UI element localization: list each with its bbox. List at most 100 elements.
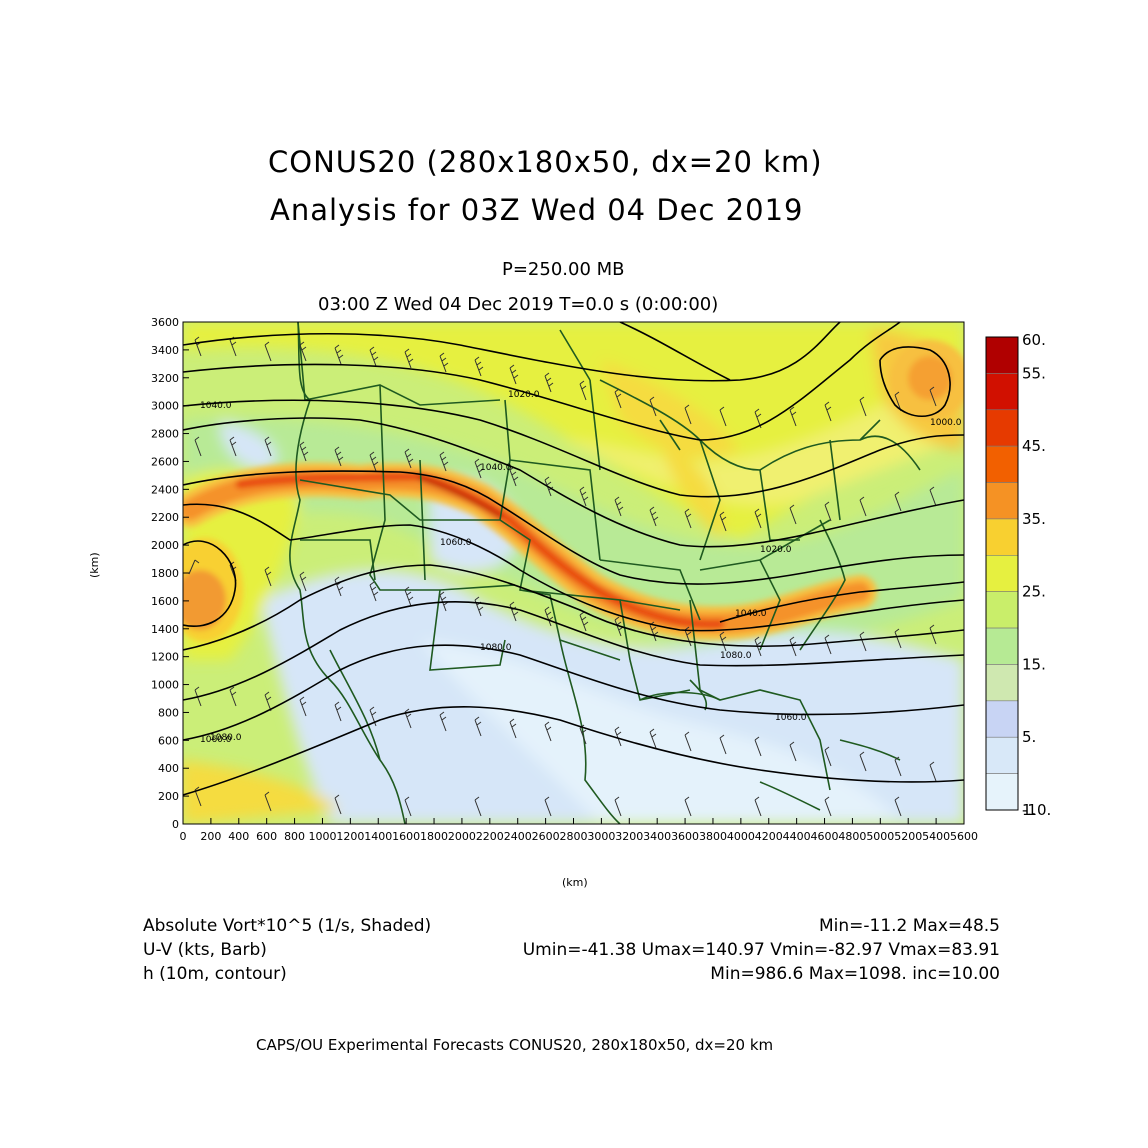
colorbar-box xyxy=(985,664,1019,702)
contour-label: 1040.0 xyxy=(735,609,767,619)
valid-time: 03:00 Z Wed 04 Dec 2019 T=0.0 s (0:00:00… xyxy=(318,294,719,315)
colorbar-labels: 60. 55. 45. 35. 25. 15. 5. 1.-10. xyxy=(1022,331,1051,819)
var2-name: U-V (kts, Barb) xyxy=(143,940,267,960)
x-tick-label: 1800 xyxy=(420,830,448,843)
colorbar-label: 55. xyxy=(1022,364,1046,382)
colorbar-box xyxy=(985,409,1019,447)
x-tick-label: 4200 xyxy=(755,830,783,843)
title-line-2: Analysis for 03Z Wed 04 Dec 2019 xyxy=(270,193,804,227)
x-tick-label: 800 xyxy=(284,830,305,843)
x-tick-label: 200 xyxy=(200,830,221,843)
x-tick-label: 600 xyxy=(256,830,277,843)
var3-stats: Min=986.6 Max=1098. inc=10.00 xyxy=(710,964,1000,984)
colorbar-boxes xyxy=(985,336,1019,811)
title-line-1: CONUS20 (280x180x50, dx=20 km) xyxy=(268,145,823,179)
contour-label: 1080.0 xyxy=(210,733,242,743)
colorbar-box xyxy=(985,627,1019,665)
contour-label: 1080.0 xyxy=(720,651,752,661)
colorbar-box xyxy=(985,518,1019,556)
colorbar-box xyxy=(985,736,1019,774)
x-tick-label: 1600 xyxy=(392,830,420,843)
colorbar-box xyxy=(985,773,1019,811)
x-tick-label: 1400 xyxy=(364,830,392,843)
colorbar-box xyxy=(985,373,1019,411)
y-tick-label: 1600 xyxy=(151,595,179,608)
contour-label: 1020.0 xyxy=(760,545,792,555)
var2-stats: Umin=-41.38 Umax=140.97 Vmin=-82.97 Vmax… xyxy=(522,940,1000,960)
vorticity-jet-band xyxy=(183,340,964,642)
height-contours xyxy=(183,322,964,796)
y-tick-label: 1400 xyxy=(151,623,179,636)
x-tick-label: 0 xyxy=(180,830,187,843)
var1-stats: Min=-11.2 Max=48.5 xyxy=(818,916,1000,936)
wind-barbs xyxy=(188,336,937,817)
x-tick-label: 3200 xyxy=(615,830,643,843)
contour-label: 1060.0 xyxy=(775,713,807,723)
colorbar-box xyxy=(985,700,1019,738)
x-tick-label: 2000 xyxy=(448,830,476,843)
colorbar-label: 35. xyxy=(1022,510,1046,528)
colorbar-label: 15. xyxy=(1022,655,1046,673)
x-tick-label: 3400 xyxy=(643,830,671,843)
x-tick-label: 4800 xyxy=(838,830,866,843)
x-tick-label: 2200 xyxy=(476,830,504,843)
y-tick-label: 3200 xyxy=(151,372,179,385)
x-tick-label: 2800 xyxy=(560,830,588,843)
y-tick-label: 0 xyxy=(172,818,179,831)
contour-label: 1040.0 xyxy=(200,401,232,411)
colorbar-label: 60. xyxy=(1022,331,1046,349)
colorbar-label: -10. xyxy=(1022,801,1051,819)
x-tick-label: 3800 xyxy=(699,830,727,843)
y-tick-label: 1000 xyxy=(151,679,179,692)
colorbar-label: 45. xyxy=(1022,437,1046,455)
footer: CAPS/OU Experimental Forecasts CONUS20, … xyxy=(256,1036,774,1054)
contour-label: 1020.0 xyxy=(508,390,540,400)
x-tick-label: 2600 xyxy=(532,830,560,843)
contour-label-group: 1040.0 1020.0 1040.0 1060.0 1080.0 1060.… xyxy=(200,390,962,745)
contour-label: 1060.0 xyxy=(200,735,232,745)
x-tick-label: 4600 xyxy=(811,830,839,843)
x-tick-label: 5200 xyxy=(894,830,922,843)
x-tick-label: 1000 xyxy=(308,830,336,843)
colorbar-box xyxy=(985,482,1019,520)
x-tick-label: 2400 xyxy=(504,830,532,843)
axis-ticks: 0 200 400 600 800 1000 1200 1400 1600 1800 2000 220… xyxy=(151,316,978,843)
y-tick-label: 2600 xyxy=(151,455,179,468)
y-tick-label: 800 xyxy=(158,706,179,719)
y-tick-label: 2400 xyxy=(151,483,179,496)
x-tick-label: 400 xyxy=(228,830,249,843)
y-tick-label: 1800 xyxy=(151,567,179,580)
y-tick-label: 3400 xyxy=(151,344,179,357)
x-tick-label: 5600 xyxy=(950,830,978,843)
contour-label: 1060.0 xyxy=(440,538,472,548)
var1-name: Absolute Vort*10^5 (1/s, Shaded) xyxy=(143,916,432,936)
y-tick-label: 3000 xyxy=(151,400,179,413)
colorbar-label: 1. xyxy=(1022,801,1036,819)
x-tick-label: 3600 xyxy=(671,830,699,843)
pressure-level: P=250.00 MB xyxy=(502,259,625,280)
contour-label: 1040.0 xyxy=(480,463,512,473)
x-tick-label: 5000 xyxy=(866,830,894,843)
x-tick-label: 4400 xyxy=(783,830,811,843)
colorbar-box xyxy=(985,591,1019,629)
x-tick-label: 5400 xyxy=(922,830,950,843)
x-tick-label: 1200 xyxy=(336,830,364,843)
colorbar-box xyxy=(985,555,1019,592)
y-tick-label: 2000 xyxy=(151,539,179,552)
x-tick-label: 3000 xyxy=(587,830,615,843)
colorbar-label: 5. xyxy=(1022,728,1036,746)
y-tick-label: 600 xyxy=(158,734,179,747)
y-axis-label: (km) xyxy=(88,552,101,578)
y-tick-label: 1200 xyxy=(151,651,179,664)
contour-label: 1080.0 xyxy=(480,643,512,653)
colorbar-box xyxy=(985,336,1019,374)
x-axis-label: (km) xyxy=(562,876,588,889)
x-tick-label: 4000 xyxy=(727,830,755,843)
y-tick-label: 2200 xyxy=(151,511,179,524)
y-tick-label: 400 xyxy=(158,762,179,775)
y-tick-label: 2800 xyxy=(151,428,179,441)
colorbar-label: 25. xyxy=(1022,583,1046,601)
y-tick-label: 3600 xyxy=(151,316,179,329)
map-plot: 1040.0 1020.0 1040.0 1060.0 1080.0 1060.… xyxy=(151,316,978,843)
contour-label: 1000.0 xyxy=(930,418,962,428)
